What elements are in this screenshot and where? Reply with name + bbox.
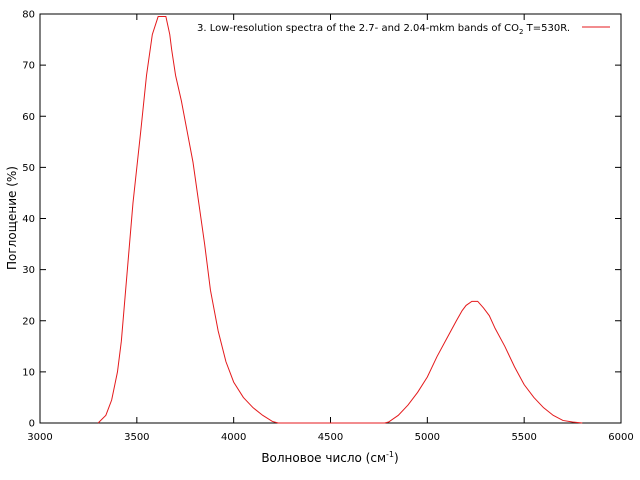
y-tick-label: 50 (22, 163, 35, 174)
x-tick-label: 5000 (415, 432, 440, 443)
x-axis-label: Волновое число (см-1) (261, 450, 398, 465)
y-tick-label: 0 (29, 419, 35, 430)
y-tick-label: 30 (22, 265, 35, 276)
y-tick-label: 10 (22, 367, 35, 378)
legend-entry-prefix: 3. Low-resolution spectra of the 2.7- an… (197, 23, 519, 34)
x-axis-label-end: ) (394, 451, 399, 465)
legend-entry-subscript: 2 (519, 28, 523, 36)
y-tick-label: 70 (22, 61, 35, 72)
x-tick-label: 3500 (124, 432, 149, 443)
plot-area: 3000 3500 4000 4500 5000 5500 6000 0 10 20 30 40 50 6… (22, 10, 633, 444)
legend-entry-suffix: T=530R. (523, 23, 570, 34)
y-tick-label: 40 (22, 214, 35, 225)
y-tick-label: 80 (22, 10, 35, 21)
legend: 3. Low-resolution spectra of the 2.7- an… (197, 23, 610, 36)
y-tick-label: 20 (22, 316, 35, 327)
x-tick-label: 6000 (608, 432, 633, 443)
y-axis-label: Поглощение (%) (5, 166, 19, 270)
x-tick-label: 4000 (221, 432, 246, 443)
x-axis-label-superscript: -1 (386, 450, 394, 459)
x-tick-label: 5500 (511, 432, 536, 443)
ticks: 3000 3500 4000 4500 5000 5500 6000 0 10 20 30 40 50 6… (22, 10, 633, 444)
legend-entry-label: 3. Low-resolution spectra of the 2.7- an… (197, 23, 570, 36)
x-axis-label-main: Волновое число (см (261, 451, 386, 465)
x-tick-label: 3000 (27, 432, 52, 443)
y-axis-label-group: Поглощение (%) (5, 166, 19, 270)
y-tick-label: 60 (22, 112, 35, 123)
series-line-co2 (97, 16, 583, 424)
x-tick-label: 4500 (318, 432, 343, 443)
